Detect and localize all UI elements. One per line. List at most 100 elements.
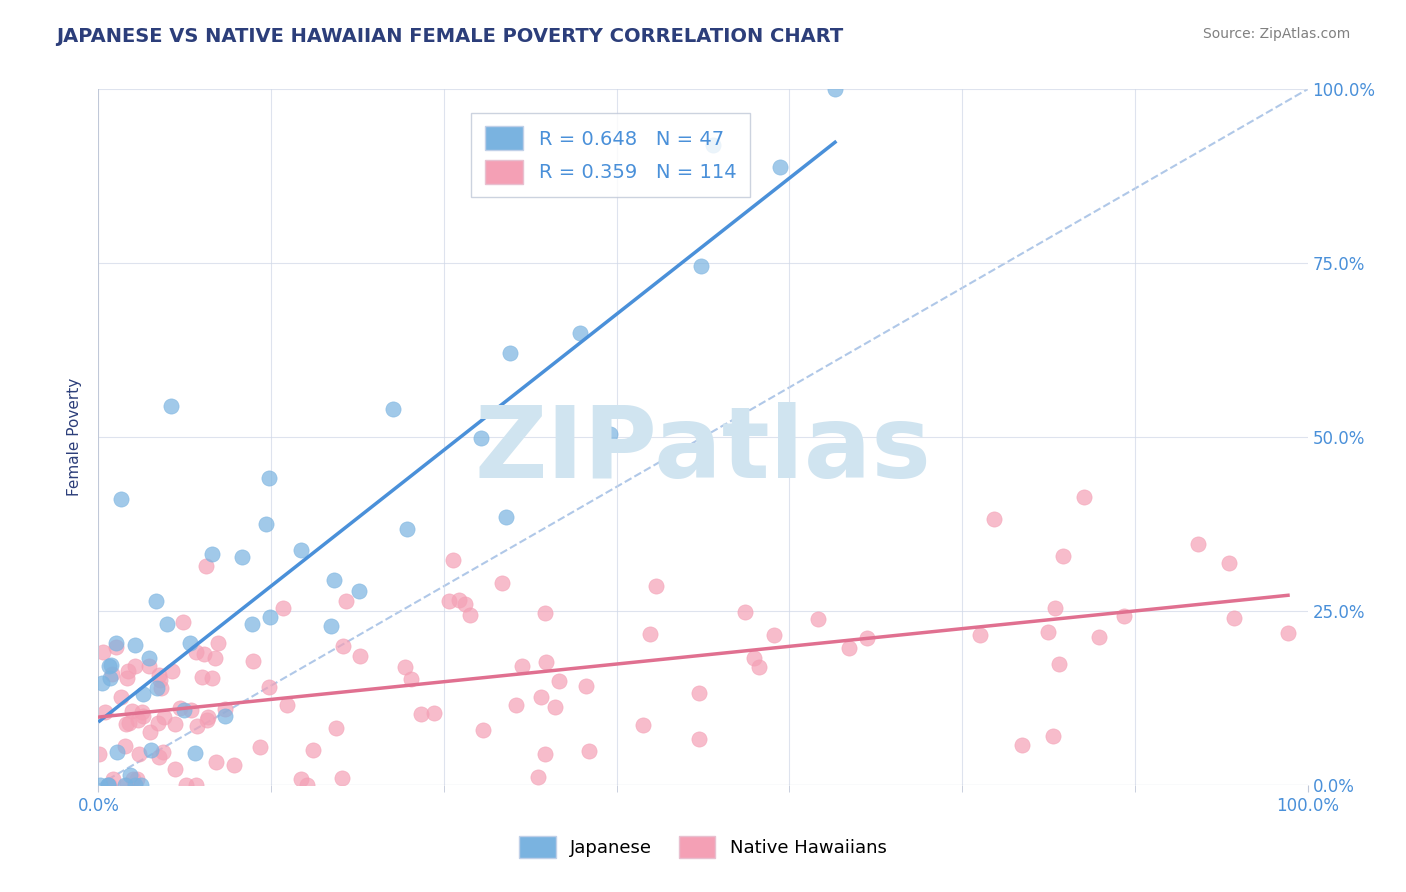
Point: [97, 778, 120, 792]
Point: [117, 671, 139, 685]
Point: [138, 651, 160, 665]
Point: [323, 573, 346, 587]
Point: [1011, 738, 1033, 752]
Point: [224, 758, 246, 772]
Point: [169, 701, 191, 715]
Point: [139, 724, 162, 739]
Point: [295, 778, 318, 792]
Point: [90, 675, 112, 690]
Point: [394, 660, 416, 674]
Point: [201, 671, 224, 685]
Point: [110, 690, 132, 704]
Point: [824, 82, 846, 96]
Point: [132, 708, 155, 723]
Point: [1087, 630, 1109, 644]
Point: [98, 671, 121, 685]
Point: [148, 749, 170, 764]
Point: [471, 723, 494, 738]
Point: [491, 576, 513, 591]
Point: [249, 740, 271, 755]
Point: [195, 558, 218, 573]
Point: [349, 649, 371, 664]
Point: [205, 755, 228, 769]
Point: [195, 713, 218, 727]
Point: [131, 705, 153, 719]
Point: [184, 747, 207, 761]
Point: [395, 522, 418, 536]
Point: [763, 628, 786, 642]
Point: [120, 768, 142, 782]
Point: [138, 658, 160, 673]
Text: JAPANESE VS NATIVE HAWAIIAN FEMALE POVERTY CORRELATION CHART: JAPANESE VS NATIVE HAWAIIAN FEMALE POVER…: [56, 27, 844, 45]
Point: [734, 605, 756, 619]
Point: [124, 778, 146, 792]
Point: [101, 772, 124, 787]
Point: [152, 745, 174, 759]
Point: [93, 705, 115, 719]
Point: [128, 747, 150, 761]
Point: [117, 665, 139, 679]
Point: [533, 747, 555, 762]
Point: [1277, 626, 1299, 640]
Point: [382, 401, 405, 416]
Point: [172, 615, 194, 630]
Point: [575, 679, 598, 693]
Point: [184, 645, 207, 659]
Point: [1052, 549, 1074, 563]
Point: [1043, 600, 1066, 615]
Point: [688, 686, 710, 700]
Point: [330, 771, 353, 785]
Point: [97, 778, 120, 792]
Point: [197, 709, 219, 723]
Point: [1218, 556, 1240, 570]
Point: [688, 732, 710, 747]
Point: [184, 778, 207, 792]
Point: [186, 719, 208, 733]
Point: [458, 607, 481, 622]
Point: [163, 762, 186, 776]
Point: [176, 778, 198, 792]
Point: [145, 594, 167, 608]
Point: [1223, 610, 1246, 624]
Point: [201, 547, 224, 561]
Point: [98, 659, 121, 673]
Point: [115, 778, 138, 792]
Point: [125, 772, 148, 786]
Point: [121, 772, 143, 786]
Point: [1073, 490, 1095, 504]
Point: [139, 743, 162, 757]
Point: [146, 681, 169, 696]
Point: [568, 326, 591, 340]
Point: [193, 647, 215, 661]
Y-axis label: Female Poverty: Female Poverty: [67, 378, 83, 496]
Point: [742, 651, 765, 665]
Point: [124, 659, 146, 673]
Point: [470, 431, 492, 445]
Point: [644, 579, 666, 593]
Point: [530, 690, 553, 704]
Point: [114, 778, 136, 792]
Point: [104, 640, 127, 655]
Point: [319, 619, 342, 633]
Point: [110, 491, 132, 506]
Point: [114, 739, 136, 753]
Point: [148, 667, 170, 681]
Point: [495, 509, 517, 524]
Point: [302, 743, 325, 757]
Point: [983, 512, 1005, 526]
Point: [578, 744, 600, 758]
Point: [254, 516, 277, 531]
Point: [129, 778, 152, 792]
Point: [173, 703, 195, 717]
Point: [259, 610, 281, 624]
Point: [1036, 625, 1059, 640]
Point: [105, 636, 128, 650]
Point: [131, 687, 153, 701]
Point: [1047, 657, 1070, 671]
Point: [1187, 537, 1209, 551]
Point: [769, 160, 792, 174]
Point: [257, 471, 280, 485]
Point: [499, 346, 522, 360]
Point: [689, 259, 711, 273]
Point: [150, 681, 173, 695]
